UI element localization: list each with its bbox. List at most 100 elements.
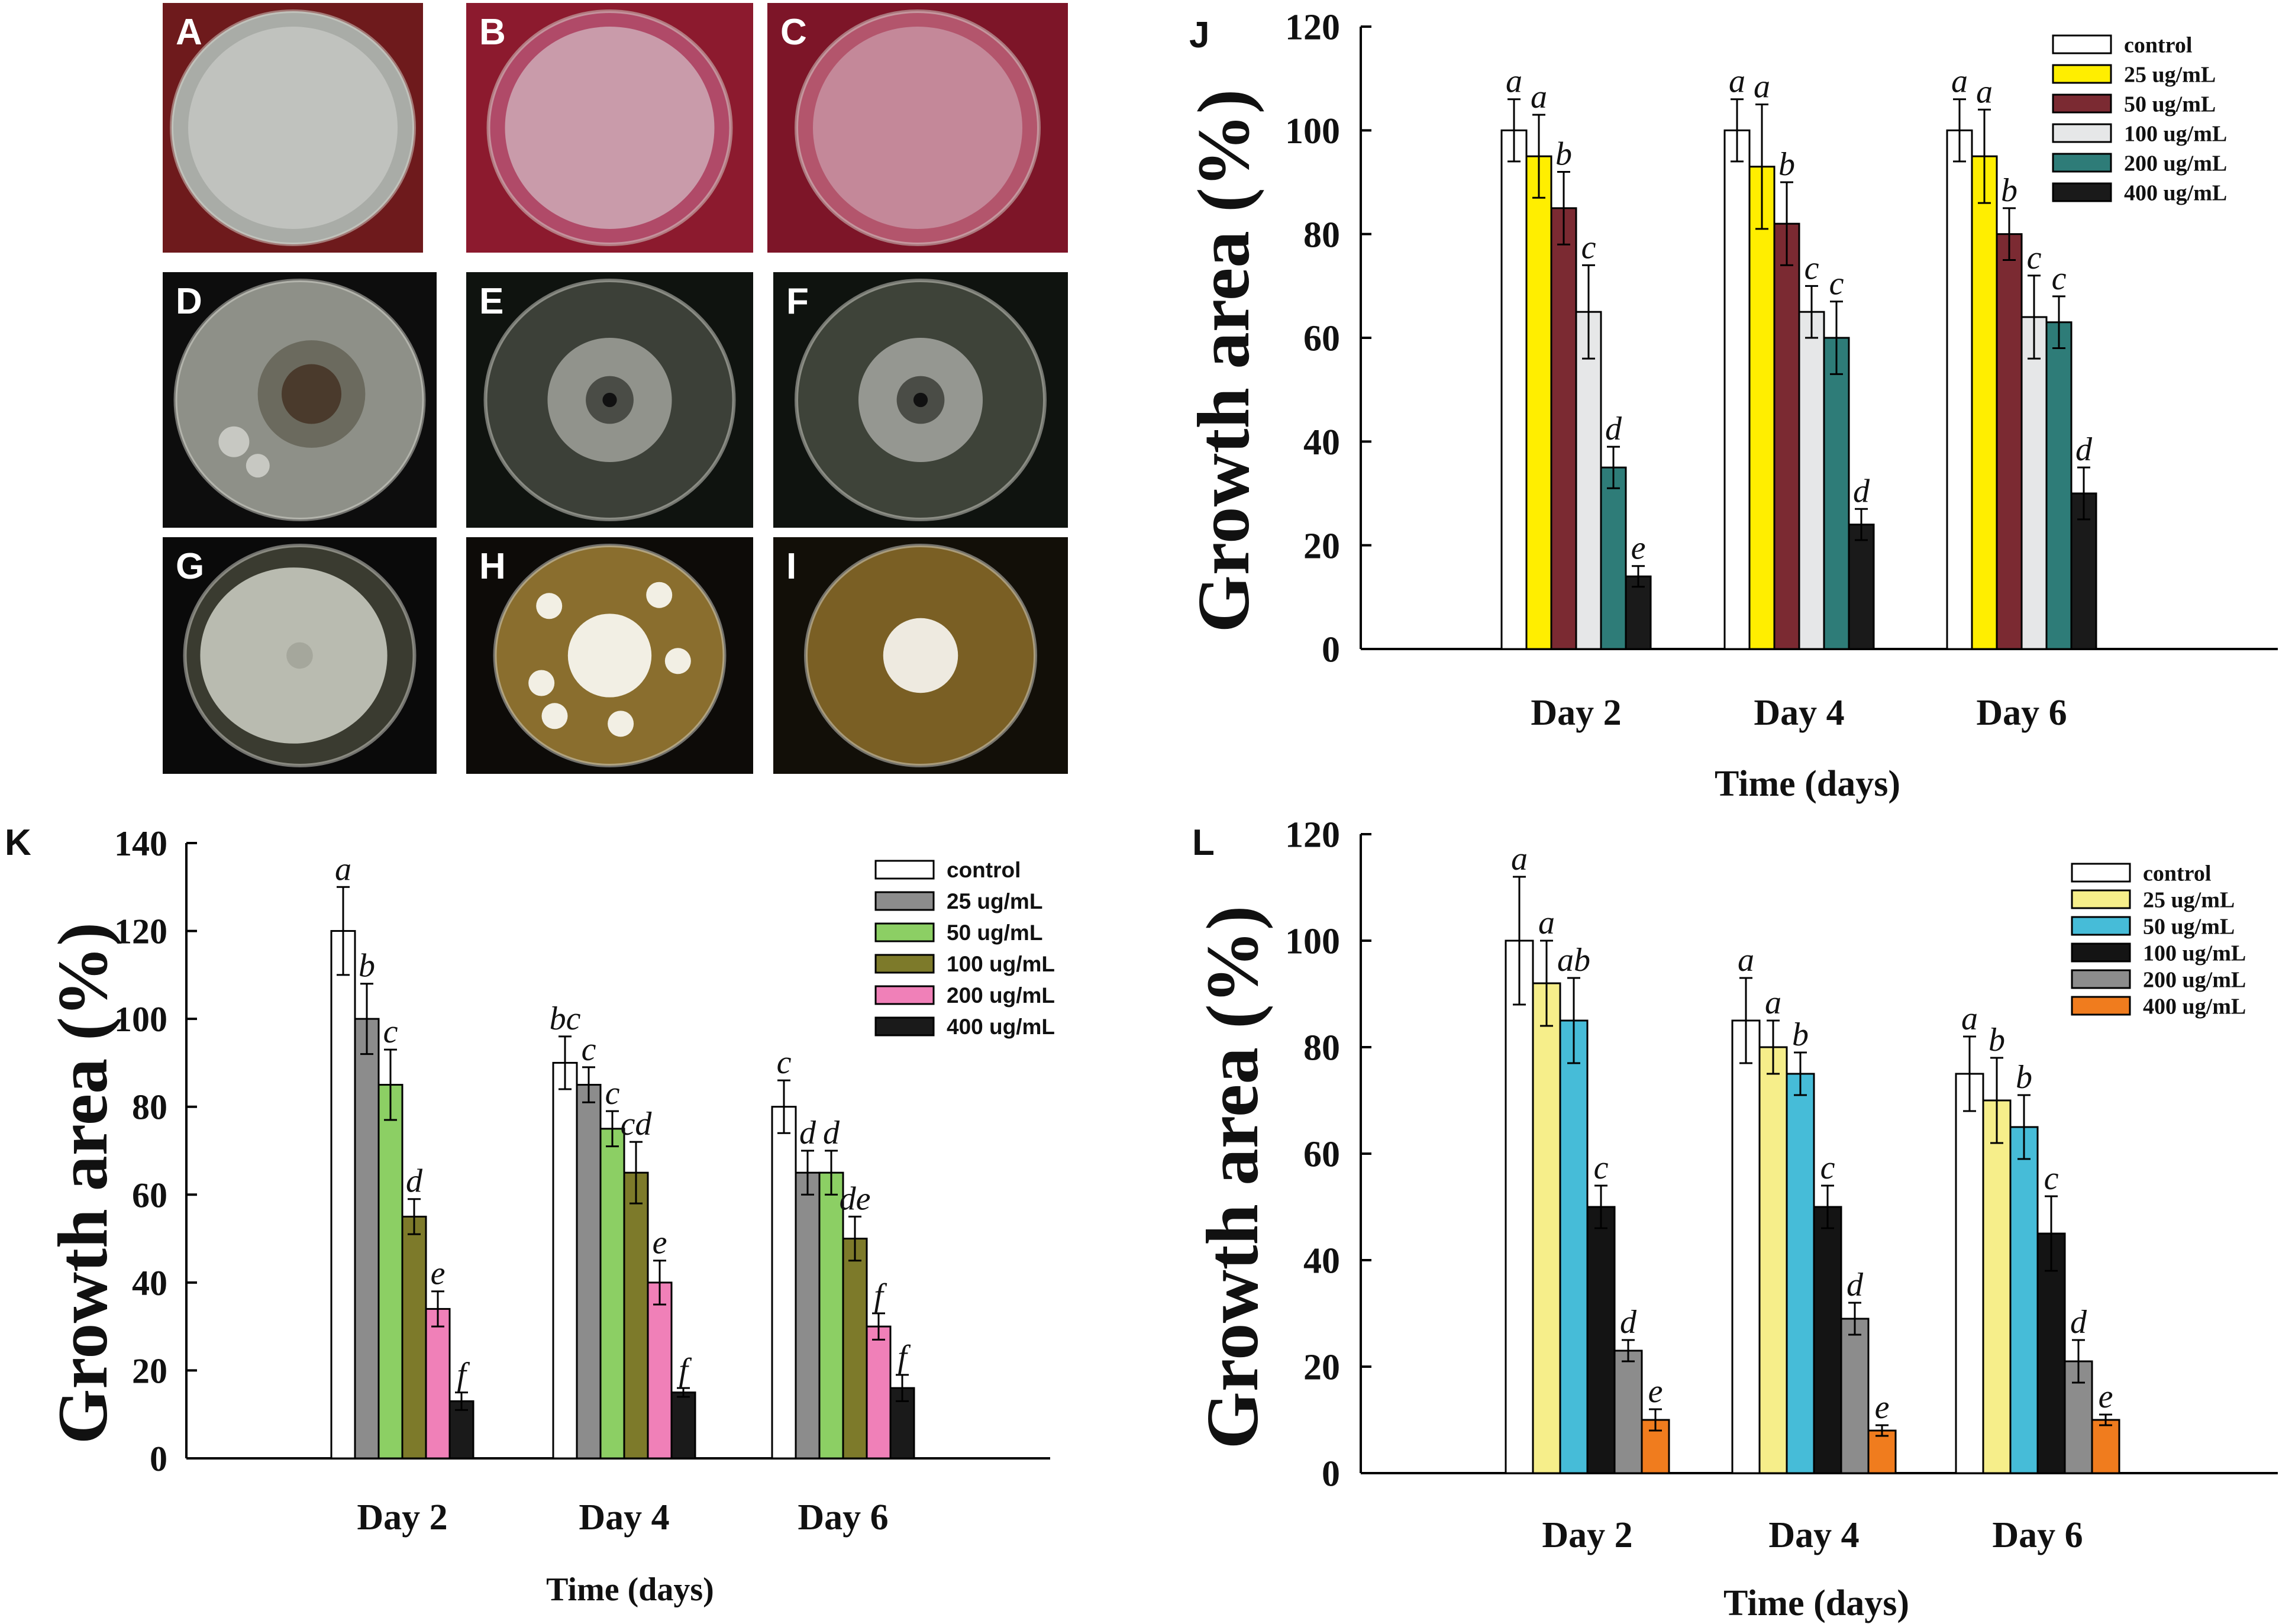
bar <box>599 1128 625 1460</box>
x-axis-label: Time (days) <box>1723 1583 1909 1623</box>
legend-swatch <box>2071 889 2131 909</box>
bar <box>576 1084 602 1460</box>
significance-letter: a <box>1531 79 1547 115</box>
x-tick-label: Day 6 <box>1976 693 2067 733</box>
x-axis-label: Time (days) <box>546 1571 714 1608</box>
y-tick-label: 80 <box>1303 215 1340 255</box>
significance-letter: b <box>1989 1022 2005 1058</box>
photo-label: C <box>780 12 807 53</box>
colony-spot <box>536 593 563 619</box>
significance-letter: a <box>1976 73 1993 110</box>
x-tick-label: Day 4 <box>1754 693 1844 733</box>
bar <box>2070 492 2097 650</box>
bar <box>1813 1206 1842 1474</box>
significance-letter: b <box>2016 1059 2032 1096</box>
bar-group-day-6: cd dde ff Day 6 <box>771 1044 915 1538</box>
bar <box>330 930 356 1460</box>
colony-spot <box>646 582 673 608</box>
photo-panel-c: C <box>767 3 1068 253</box>
bar <box>1723 129 1751 650</box>
photo-panel-d: D <box>163 272 437 528</box>
bar <box>1848 524 1875 650</box>
legend-entry: control <box>947 858 1021 882</box>
significance-letter: a <box>1729 63 1745 100</box>
y-tick-label: 140 <box>114 824 167 863</box>
significance-letter: e <box>431 1255 446 1292</box>
legend-swatch <box>2052 123 2112 143</box>
significance-letter: d <box>823 1115 840 1151</box>
bar <box>1996 233 2023 650</box>
bar <box>2045 321 2073 650</box>
significance-letter: d <box>2070 1304 2087 1341</box>
colony-spot <box>528 670 555 696</box>
legend-swatch <box>2052 153 2112 173</box>
chart-panel-letter: K <box>5 822 31 863</box>
legend-entry: 25 ug/mL <box>947 889 1042 913</box>
colony-core <box>913 392 928 408</box>
photo-label: D <box>176 281 202 322</box>
bar <box>1586 1206 1616 1474</box>
x-tick-label: Day 2 <box>1531 693 1621 733</box>
significance-letter: b <box>359 948 375 984</box>
y-tick-label: 40 <box>1303 1241 1340 1281</box>
bar <box>1550 207 1577 650</box>
bar <box>1559 1019 1589 1474</box>
bar <box>1955 1073 1984 1474</box>
bar <box>1823 337 1850 650</box>
bar <box>1748 166 1776 650</box>
significance-letter: d <box>1853 473 1870 509</box>
fungal-colony <box>883 618 958 693</box>
bar <box>377 1084 403 1460</box>
photo-panel-e: E <box>466 272 753 528</box>
significance-letter: c <box>383 1013 398 1050</box>
x-tick-label: Day 6 <box>798 1497 888 1538</box>
legend-entry: 200 ug/mL <box>2124 151 2227 176</box>
significance-letter: f <box>898 1339 911 1376</box>
x-tick-label: Day 2 <box>1542 1515 1632 1555</box>
bar <box>1786 1073 1815 1474</box>
bar <box>866 1325 892 1460</box>
bar-group-day-2: a ab c d e Day 2 <box>1500 63 1652 733</box>
significance-letter: e <box>1875 1389 1890 1426</box>
significance-letter: a <box>1511 841 1528 877</box>
y-tick-label: 80 <box>1303 1028 1340 1068</box>
significance-letter: a <box>1754 69 1770 105</box>
photo-panel-b: B <box>466 3 753 253</box>
legend-swatch <box>874 985 935 1005</box>
colony-spot <box>664 648 691 674</box>
significance-letter: d <box>406 1163 423 1200</box>
bar <box>1600 466 1627 650</box>
y-tick-label: 20 <box>1303 1348 1340 1388</box>
significance-letter: e <box>2099 1378 2113 1415</box>
bar-group-day-2: a bc d e f Day 2 <box>330 851 474 1538</box>
fungal-colony <box>567 614 652 698</box>
x-tick-label: Day 4 <box>579 1497 669 1538</box>
bar <box>1532 982 1561 1474</box>
significance-letter: c <box>2044 1160 2059 1197</box>
bar <box>842 1238 868 1460</box>
legend-swatch <box>2071 969 2131 989</box>
bar <box>1731 1019 1761 1474</box>
colony-center <box>286 642 313 669</box>
bar <box>1758 1046 1788 1474</box>
significance-letter: e <box>653 1225 667 1261</box>
significance-letter: d <box>1620 1304 1637 1341</box>
significance-letter: c <box>605 1075 620 1112</box>
y-tick-label: 100 <box>114 1000 167 1039</box>
y-axis-label: Growth area (%) <box>43 922 122 1444</box>
y-tick-label: 40 <box>132 1264 167 1303</box>
significance-letter: c <box>777 1044 792 1081</box>
bar <box>425 1307 451 1460</box>
bar <box>2009 1126 2039 1474</box>
significance-letter: c <box>1581 229 1596 266</box>
legend-entry: 200 ug/mL <box>2143 967 2246 992</box>
y-tick-label: 120 <box>1285 815 1340 855</box>
bar <box>647 1281 673 1460</box>
significance-letter: bc <box>550 1000 581 1037</box>
legend-entry: 50 ug/mL <box>947 921 1042 945</box>
